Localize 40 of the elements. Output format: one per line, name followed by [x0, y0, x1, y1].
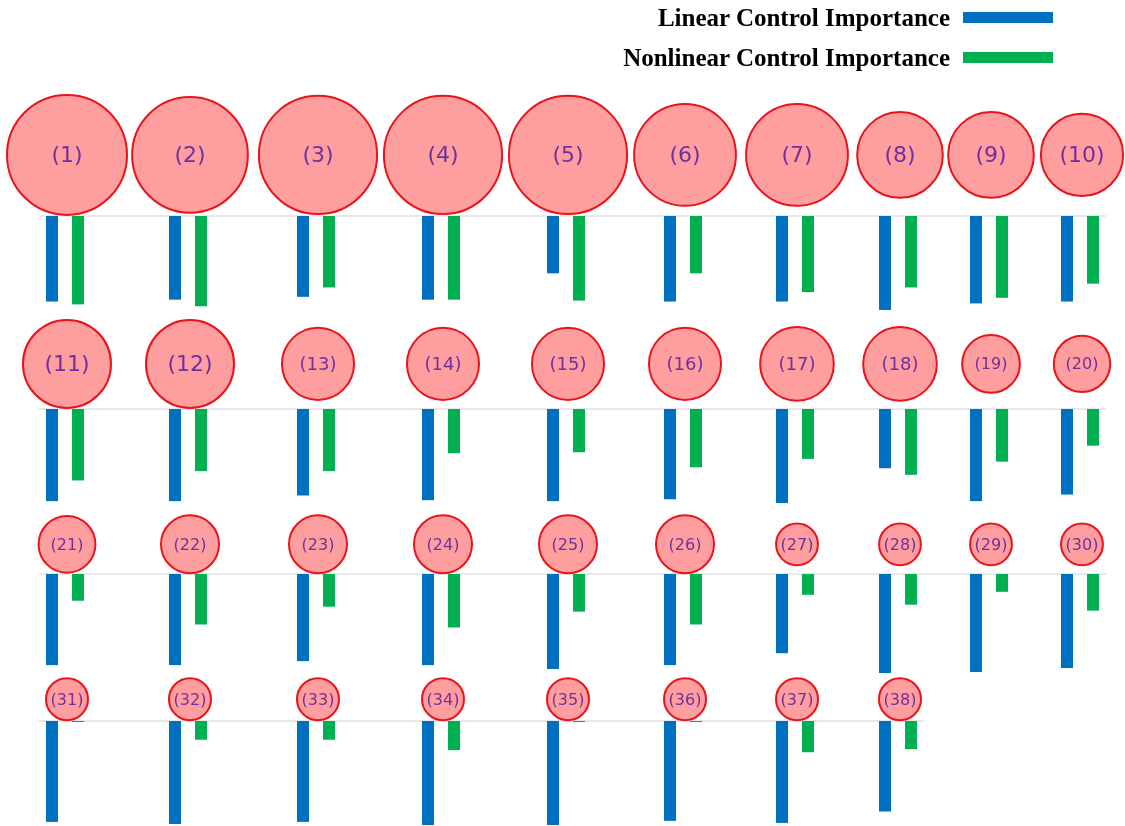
x-tick-label: (31)	[50, 689, 84, 709]
x-tick-label: (22)	[173, 534, 207, 554]
x-tick-label: (19)	[974, 354, 1008, 374]
legend-label: Nonlinear Control Importance	[623, 43, 950, 71]
x-tick-label: (33)	[301, 689, 335, 709]
x-tick-label: (11)	[44, 351, 90, 377]
x-tick-label: (15)	[549, 353, 587, 375]
x-tick-label: (30)	[1065, 534, 1099, 554]
x-tick-label: (36)	[668, 689, 702, 709]
x-tick-label: (29)	[974, 534, 1008, 554]
x-tick-label: (27)	[780, 534, 814, 554]
x-tick-label: (2)	[174, 142, 206, 168]
x-tick-label: (17)	[778, 353, 816, 375]
x-tick-label: (16)	[666, 353, 704, 375]
x-tick-label: (21)	[50, 534, 84, 554]
x-tick-label: (28)	[883, 534, 917, 554]
x-tick-label: (38)	[883, 689, 917, 709]
x-tick-label: (9)	[975, 142, 1007, 168]
x-tick-label: (5)	[552, 142, 584, 168]
x-tick-label: (4)	[427, 142, 459, 168]
x-tick-label: (10)	[1059, 142, 1105, 168]
x-tick-label: (24)	[426, 534, 460, 554]
x-tick-label: (6)	[669, 142, 701, 168]
x-tick-label: (7)	[781, 142, 813, 168]
x-tick-label: (25)	[551, 534, 585, 554]
x-tick-label: (13)	[299, 353, 337, 375]
x-tick-label: (20)	[1065, 354, 1099, 374]
x-tick-label: (35)	[551, 689, 585, 709]
x-tick-label: (34)	[426, 689, 460, 709]
x-tick-label: (23)	[301, 534, 335, 554]
x-tick-label: (32)	[173, 689, 207, 709]
x-tick-label: (18)	[881, 353, 919, 375]
x-tick-label: (8)	[884, 142, 916, 168]
x-tick-label: (14)	[424, 353, 462, 375]
x-tick-label: (26)	[668, 534, 702, 554]
x-tick-label: (3)	[302, 142, 334, 168]
x-tick-label: (12)	[167, 351, 213, 377]
x-tick-label: (1)	[51, 142, 83, 168]
x-tick-label: (37)	[780, 689, 814, 709]
legend-label: Linear Control Importance	[657, 3, 950, 31]
